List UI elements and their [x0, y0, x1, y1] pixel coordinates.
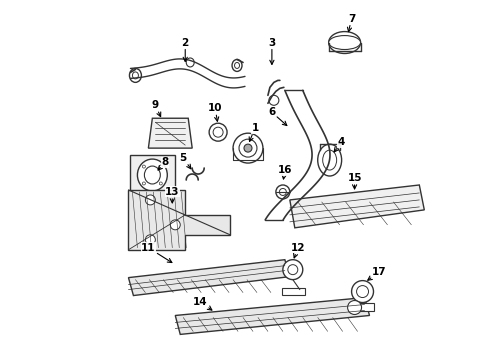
- Ellipse shape: [145, 166, 160, 184]
- Ellipse shape: [171, 220, 180, 230]
- Text: 3: 3: [268, 37, 275, 64]
- Ellipse shape: [283, 260, 303, 280]
- Text: 8: 8: [158, 157, 169, 170]
- Text: 17: 17: [368, 267, 387, 280]
- Text: 10: 10: [208, 103, 222, 121]
- Ellipse shape: [159, 165, 162, 168]
- Ellipse shape: [209, 123, 227, 141]
- Polygon shape: [148, 118, 192, 148]
- Ellipse shape: [352, 280, 373, 302]
- Text: 16: 16: [278, 165, 292, 179]
- Ellipse shape: [143, 182, 146, 185]
- Ellipse shape: [129, 68, 142, 82]
- Ellipse shape: [347, 301, 362, 315]
- Ellipse shape: [279, 189, 286, 195]
- Ellipse shape: [276, 185, 290, 199]
- Ellipse shape: [146, 195, 155, 205]
- Ellipse shape: [132, 72, 138, 79]
- Ellipse shape: [318, 144, 342, 176]
- Ellipse shape: [288, 265, 298, 275]
- Ellipse shape: [186, 58, 194, 67]
- Ellipse shape: [269, 95, 279, 105]
- Ellipse shape: [143, 165, 146, 168]
- Text: 11: 11: [141, 243, 172, 262]
- Text: 2: 2: [182, 37, 189, 62]
- Polygon shape: [353, 302, 373, 311]
- Ellipse shape: [323, 150, 337, 170]
- Text: 7: 7: [347, 14, 355, 32]
- Ellipse shape: [137, 159, 167, 191]
- Ellipse shape: [159, 182, 162, 185]
- Polygon shape: [175, 298, 369, 334]
- Text: 6: 6: [268, 107, 287, 126]
- Polygon shape: [282, 288, 305, 294]
- Ellipse shape: [329, 36, 361, 50]
- Ellipse shape: [146, 235, 155, 245]
- Text: 9: 9: [152, 100, 161, 117]
- Polygon shape: [290, 185, 424, 228]
- Ellipse shape: [235, 62, 240, 68]
- Ellipse shape: [239, 139, 257, 157]
- Ellipse shape: [232, 59, 242, 71]
- Ellipse shape: [244, 144, 252, 152]
- Text: 5: 5: [180, 153, 191, 169]
- Text: 13: 13: [165, 187, 179, 203]
- Text: 14: 14: [193, 297, 212, 310]
- Text: 1: 1: [249, 123, 259, 141]
- Polygon shape: [128, 260, 290, 296]
- Ellipse shape: [329, 32, 361, 54]
- Text: 12: 12: [291, 243, 305, 258]
- Polygon shape: [130, 155, 175, 195]
- Ellipse shape: [233, 133, 263, 163]
- Polygon shape: [128, 190, 230, 250]
- Text: 4: 4: [334, 137, 345, 152]
- Text: 15: 15: [347, 173, 362, 189]
- Ellipse shape: [213, 127, 223, 137]
- Ellipse shape: [357, 285, 368, 298]
